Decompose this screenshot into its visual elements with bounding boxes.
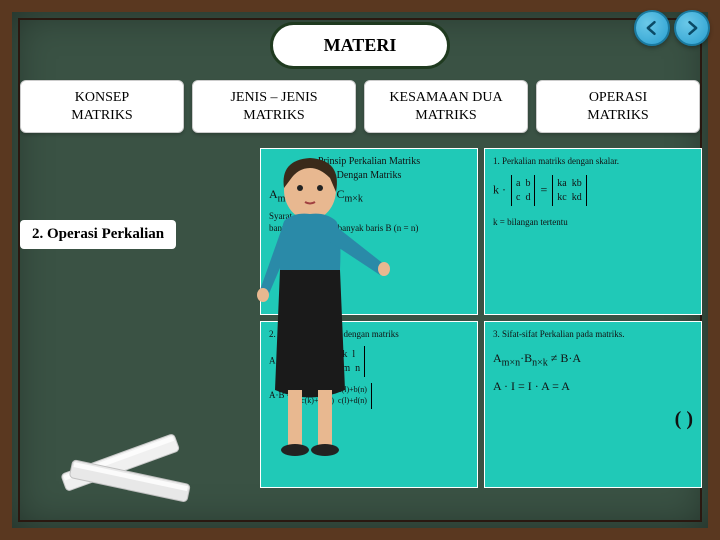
page-title-pill: MATERI	[270, 22, 450, 69]
topic-tabs: KONSEP MATRIKS JENIS – JENIS MATRIKS KES…	[20, 80, 700, 133]
arrow-right-icon	[682, 18, 702, 38]
chalk-illustration	[40, 410, 220, 510]
arrow-left-icon	[642, 18, 662, 38]
teacher-illustration	[250, 150, 400, 460]
tab-konsep[interactable]: KONSEP MATRIKS	[20, 80, 184, 133]
prop-line1: Am×n·Bn×k ≠ B·A	[493, 350, 693, 370]
tab-operasi[interactable]: OPERASI MATRIKS	[536, 80, 700, 133]
card-scalar: 1. Perkalian matriks dengan skalar. k · …	[484, 148, 702, 315]
scalar-eq: k · a b c d = ka kb kc kd	[493, 175, 693, 206]
tab-kesamaan[interactable]: KESAMAAN DUA MATRIKS	[364, 80, 528, 133]
prop-line2: A · I = I · A = A	[493, 378, 693, 394]
prev-button[interactable]	[634, 10, 670, 46]
section-text: 2. Operasi Perkalian	[32, 226, 164, 242]
card-properties: 3. Sifat-sifat Perkalian pada matriks. A…	[484, 321, 702, 488]
scalar-note: k = bilangan tertentu	[493, 216, 693, 228]
next-button[interactable]	[674, 10, 710, 46]
lhs: k ·	[493, 182, 506, 196]
matrix-kakb: ka kb kc kd	[552, 175, 586, 206]
eq: =	[540, 182, 547, 196]
matrix-abcd: a b c d	[511, 175, 535, 206]
page-title: MATERI	[324, 35, 397, 55]
paren-icon: ( )	[493, 406, 693, 433]
nav-arrows	[634, 10, 710, 46]
tab-jenis[interactable]: JENIS – JENIS MATRIKS	[192, 80, 356, 133]
section-label: 2. Operasi Perkalian	[20, 220, 176, 249]
card-title: 3. Sifat-sifat Perkalian pada matriks.	[493, 328, 693, 340]
card-title: 1. Perkalian matriks dengan skalar.	[493, 155, 693, 167]
